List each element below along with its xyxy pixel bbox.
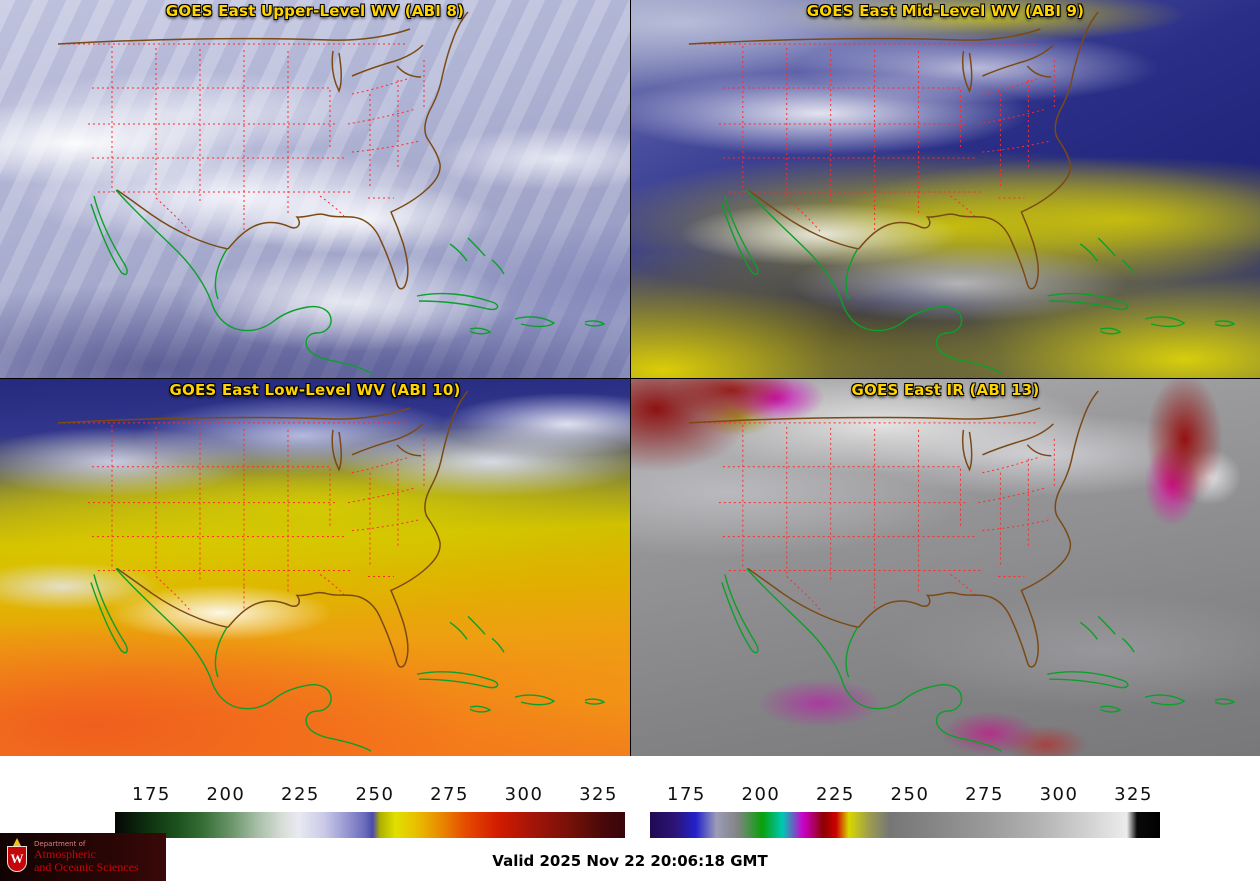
colorbar-tick: 325 [1114, 784, 1153, 805]
colorbar-tick: 250 [355, 784, 395, 805]
satellite-image-abi9 [631, 0, 1260, 378]
ir-colorbar-ticks: 175 200 225 250 275 300 325 [667, 784, 1153, 805]
crest-shield-icon: W [7, 846, 27, 872]
uw-crest-icon: W [6, 838, 28, 876]
colorbar-tick: 275 [430, 784, 469, 805]
basemap-overlay [0, 0, 630, 378]
satellite-image-abi8 [0, 0, 630, 378]
panel-title-abi8: GOES East Upper-Level WV (ABI 8) [165, 2, 465, 20]
panel-title-abi9: GOES East Mid-Level WV (ABI 9) [806, 2, 1085, 20]
logo-text: Department of Atmospheric and Oceanic Sc… [34, 839, 139, 874]
logo-name-line1: Atmospheric [34, 847, 96, 862]
panel-title-abi10: GOES East Low-Level WV (ABI 10) [169, 381, 461, 399]
colorbar-tick: 325 [579, 784, 618, 805]
crest-flame-icon [13, 838, 21, 846]
colorbar-tick: 175 [132, 784, 171, 805]
panel-upper-level-wv: GOES East Upper-Level WV (ABI 8) [0, 0, 630, 378]
basemap-overlay [0, 379, 630, 756]
colorbar-tick: 300 [1039, 784, 1079, 805]
panel-title-abi13: GOES East IR (ABI 13) [851, 381, 1040, 399]
ir-colorbar [650, 812, 1160, 838]
logo-dept-line: Department of [34, 839, 86, 848]
colorbar-tick: 200 [206, 784, 246, 805]
colorbar-tick: 200 [741, 784, 781, 805]
colorbar-tick: 275 [965, 784, 1004, 805]
colorbar-tick: 175 [667, 784, 706, 805]
colorbar-tick: 300 [504, 784, 544, 805]
satellite-image-abi13 [631, 379, 1260, 756]
footer: 175 200 225 250 275 300 325 175 200 225 … [0, 756, 1260, 881]
basemap-overlay [631, 379, 1260, 756]
wv-colorbar-ticks: 175 200 225 250 275 300 325 [132, 784, 618, 805]
valid-time: Valid 2025 Nov 22 20:06:18 GMT [492, 852, 768, 870]
wv-colorbar [115, 812, 625, 838]
panel-mid-level-wv: GOES East Mid-Level WV (ABI 9) [630, 0, 1260, 378]
panel-low-level-wv: GOES East Low-Level WV (ABI 10) [0, 378, 630, 756]
logo-name-line2: and Oceanic Sciences [34, 859, 139, 874]
satellite-image-abi10 [0, 379, 630, 756]
colorbar-tick: 225 [281, 784, 320, 805]
panel-ir: GOES East IR (ABI 13) [630, 378, 1260, 756]
basemap-overlay [631, 0, 1260, 378]
panel-grid: GOES East Upper-Level WV (ABI 8) GOES Ea… [0, 0, 1260, 756]
colorbar-tick: 250 [890, 784, 930, 805]
colorbar-tick: 225 [816, 784, 855, 805]
aos-logo: W Department of Atmospheric and Oceanic … [0, 833, 166, 881]
